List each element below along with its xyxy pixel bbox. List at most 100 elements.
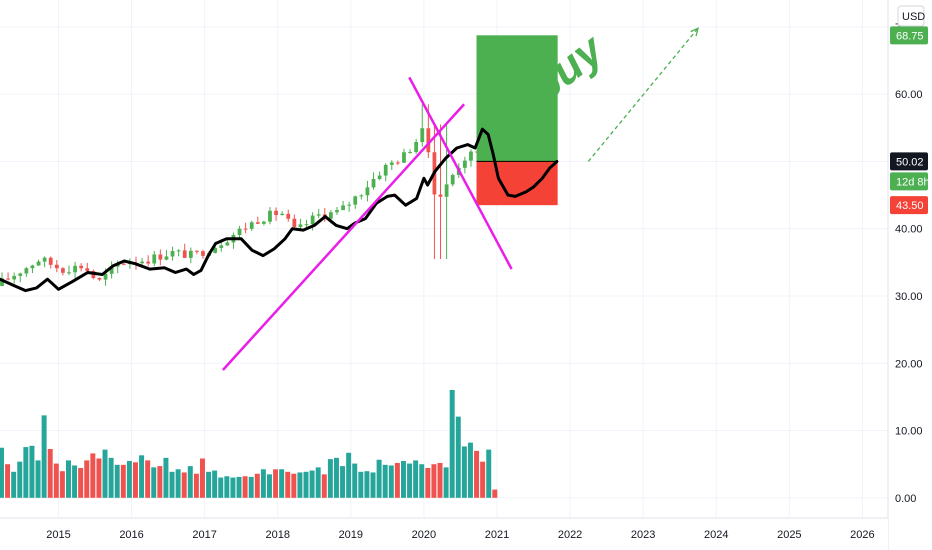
candle-body — [237, 228, 242, 236]
price-tag-stop-label: 43.50 — [896, 200, 924, 212]
volume-bar — [102, 449, 108, 498]
candle-body — [48, 257, 53, 265]
candle-body — [329, 212, 333, 219]
candle-body — [18, 273, 23, 276]
dashed-arrow-head — [690, 27, 699, 37]
candle-body — [109, 266, 114, 274]
volume-bar — [309, 470, 315, 498]
volume-bar — [352, 463, 358, 498]
volume-bar — [35, 460, 41, 498]
price-tick-label: 60.00 — [895, 89, 923, 101]
volume-bar — [327, 459, 333, 498]
volume-bar — [29, 445, 35, 498]
price-tick-label: 30.00 — [895, 291, 923, 303]
candle-body — [67, 272, 71, 274]
volume-bar — [151, 467, 157, 498]
price-tag-countdown-label: 12d 8h — [896, 176, 930, 188]
candle-body — [402, 152, 406, 163]
candle-body — [255, 222, 260, 224]
volume-bar — [279, 469, 285, 498]
volume-bar — [47, 448, 53, 498]
trend-line-up[interactable] — [221, 103, 466, 371]
time-tick-label: 2019 — [339, 529, 363, 541]
candle-body — [462, 160, 467, 168]
price-tags: 68.75 50.02 12d 8h 43.50 — [890, 26, 930, 215]
price-tag-current-label: 50.02 — [896, 156, 924, 168]
volume-bar — [480, 461, 486, 498]
candle-body — [103, 273, 108, 280]
volume-bar — [78, 468, 84, 498]
trend-line-drawings[interactable] — [221, 27, 699, 371]
volume-bar — [72, 465, 78, 498]
currency-label: USD — [902, 11, 925, 23]
candle-body — [414, 141, 419, 153]
volume-bar — [364, 471, 370, 498]
time-tick-label: 2016 — [119, 529, 143, 541]
candle-body — [249, 222, 254, 229]
candle-body — [6, 278, 10, 280]
price-tag-target — [890, 26, 928, 45]
candle-body — [426, 128, 431, 153]
candle-body — [389, 162, 394, 165]
volume-bar — [145, 460, 151, 498]
candle-body — [408, 152, 412, 154]
time-tick-label: 2023 — [631, 529, 655, 541]
volume-bar — [297, 472, 303, 498]
volume-bar — [96, 458, 102, 498]
volume-bar — [285, 471, 291, 498]
candle-body — [85, 268, 90, 271]
candle-body — [219, 245, 224, 248]
candle-body — [42, 257, 47, 262]
volume-bar — [114, 464, 120, 498]
volume-bar — [230, 477, 236, 498]
volume-bar — [407, 463, 413, 498]
volume-bar — [254, 473, 260, 498]
stop-zone[interactable] — [476, 161, 558, 206]
volume-bar — [400, 461, 406, 498]
volume-bar — [291, 473, 297, 498]
time-axis[interactable]: 2015 2016 2017 2018 2019 2020 2021 2022 2023 2024… — [0, 517, 888, 550]
volume-bar — [224, 476, 230, 498]
volume-bar — [474, 450, 480, 498]
volume-bar — [443, 467, 449, 498]
volume-bar — [358, 471, 364, 498]
candle-body — [365, 187, 370, 196]
volume-bar — [206, 471, 212, 498]
candle-body — [213, 247, 218, 253]
time-tick-label: 2017 — [192, 529, 216, 541]
candle-body — [79, 265, 84, 269]
volume-bar — [413, 460, 419, 498]
volume-bar — [218, 477, 224, 498]
candle-body — [182, 250, 187, 258]
volume-bar — [382, 464, 388, 498]
candle-body — [371, 178, 376, 188]
candle-body — [146, 261, 151, 264]
currency-button[interactable]: USD — [897, 5, 925, 27]
candle-body — [262, 221, 266, 224]
volume-bar — [212, 470, 218, 498]
candle-body — [335, 210, 339, 213]
chart-grid — [0, 0, 888, 518]
volume-bar — [242, 476, 248, 498]
candle-body — [195, 250, 199, 252]
candle-body — [268, 210, 272, 222]
time-axis-background — [0, 518, 888, 550]
volume-bar — [108, 457, 114, 498]
volume-bar — [199, 458, 205, 498]
trend-line-down[interactable] — [408, 76, 513, 270]
candle-body — [0, 278, 4, 286]
volume-bar — [425, 468, 431, 498]
candle-body — [152, 254, 157, 264]
volume-bar — [486, 449, 492, 498]
candle-body — [377, 175, 382, 179]
volume-bar — [394, 462, 400, 498]
volume-bar — [0, 447, 4, 498]
candlestick-series — [0, 104, 498, 287]
volume-bar — [157, 466, 163, 498]
candle-body — [176, 250, 181, 252]
candle-body — [225, 242, 230, 246]
price-tag-target-label: 68.75 — [896, 30, 924, 42]
dashed-arrow-line[interactable] — [587, 27, 699, 162]
